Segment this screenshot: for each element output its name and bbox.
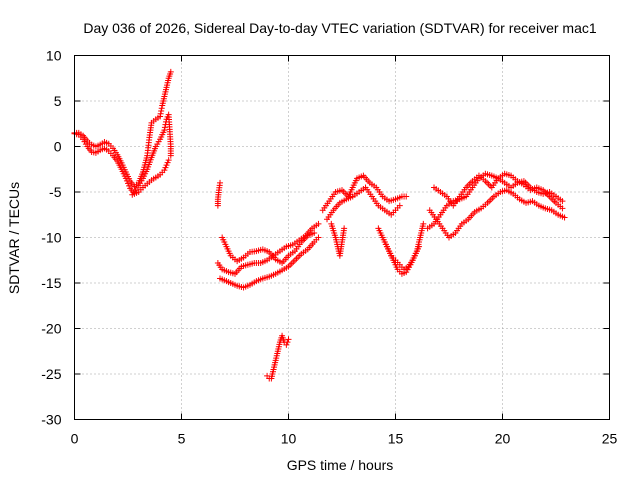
grid-layer bbox=[74, 55, 610, 420]
y-tick-label: 10 bbox=[46, 48, 62, 64]
data-point bbox=[420, 220, 427, 227]
data-point bbox=[162, 164, 169, 171]
data-point bbox=[163, 162, 170, 169]
data-point bbox=[403, 193, 410, 200]
data-point bbox=[416, 243, 423, 250]
data-point bbox=[315, 234, 322, 241]
data-point bbox=[559, 205, 566, 212]
data-point bbox=[161, 167, 168, 174]
data-point bbox=[341, 225, 348, 232]
data-points bbox=[71, 68, 568, 382]
x-axis-label: GPS time / hours bbox=[287, 457, 394, 473]
x-tick-label: 10 bbox=[281, 431, 297, 447]
data-point bbox=[214, 202, 221, 209]
data-point bbox=[315, 220, 322, 227]
data-point bbox=[161, 127, 168, 134]
data-point bbox=[167, 68, 174, 75]
x-tick-label: 5 bbox=[178, 431, 186, 447]
y-tick-label: 0 bbox=[54, 139, 62, 155]
y-tick-label: -15 bbox=[41, 275, 61, 291]
y-tick-label: -30 bbox=[41, 412, 61, 428]
data-point bbox=[164, 159, 171, 166]
data-point bbox=[559, 198, 566, 205]
data-point bbox=[158, 108, 165, 115]
data-point bbox=[165, 157, 172, 164]
tick-layer: 0 5 10 15 20 25 -30 -25 -20 -15 -10 -5 0 5 10 bbox=[41, 48, 617, 447]
x-tick-label: 15 bbox=[388, 431, 404, 447]
data-point bbox=[157, 110, 164, 117]
data-point bbox=[561, 214, 568, 221]
y-tick-label: -20 bbox=[41, 321, 61, 337]
data-point bbox=[157, 113, 164, 120]
y-tick-label: -10 bbox=[41, 230, 61, 246]
data-point bbox=[284, 339, 291, 346]
x-tick-label: 0 bbox=[71, 431, 79, 447]
y-tick-label: -25 bbox=[41, 366, 61, 382]
data-point bbox=[285, 336, 292, 343]
chart-title: Day 036 of 2026, Sidereal Day-to-day VTE… bbox=[83, 20, 596, 36]
x-tick-label: 25 bbox=[602, 431, 618, 447]
x-tick-label: 20 bbox=[495, 431, 511, 447]
data-point bbox=[158, 105, 165, 112]
data-point bbox=[283, 341, 290, 348]
y-axis-label: SDTVAR / TECUs bbox=[6, 182, 22, 294]
y-tick-label: -5 bbox=[49, 184, 62, 200]
y-tick-label: 5 bbox=[54, 93, 62, 109]
data-point bbox=[167, 152, 174, 159]
data-point bbox=[396, 202, 403, 209]
plot-frame bbox=[74, 55, 610, 420]
data-point bbox=[311, 229, 318, 236]
